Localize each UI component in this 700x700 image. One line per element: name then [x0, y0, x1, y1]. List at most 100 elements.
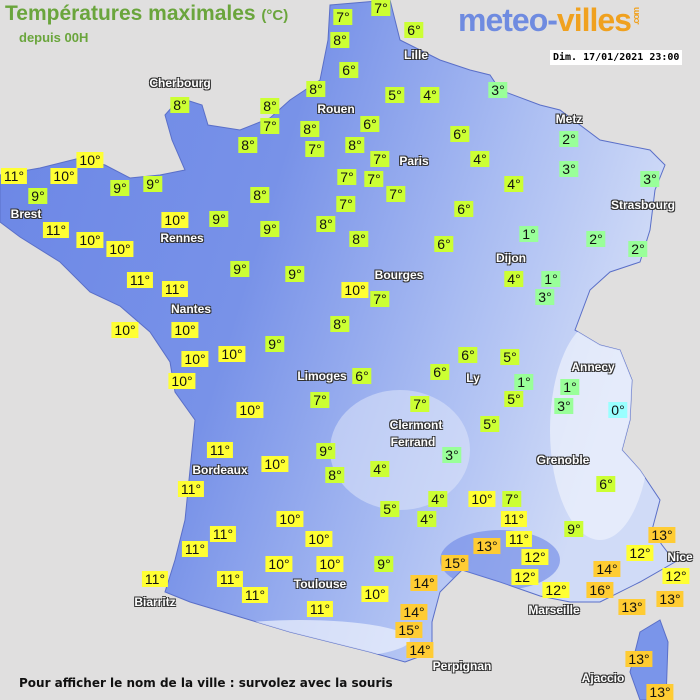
temperature-marker[interactable]: 4° [504, 271, 524, 287]
temperature-marker[interactable]: 7° [370, 151, 390, 167]
temperature-marker[interactable]: 3° [554, 398, 574, 414]
temperature-marker[interactable]: 3° [640, 171, 660, 187]
temperature-marker[interactable]: 8° [306, 81, 326, 97]
temperature-marker[interactable]: 10° [218, 346, 246, 362]
temperature-marker[interactable]: 14° [400, 604, 428, 620]
temperature-marker[interactable]: 3° [442, 447, 462, 463]
temperature-marker[interactable]: 8° [238, 137, 258, 153]
temperature-marker[interactable]: 12° [662, 568, 690, 584]
temperature-marker[interactable]: 11° [216, 571, 244, 587]
temperature-marker[interactable]: 2° [586, 231, 606, 247]
temperature-marker[interactable]: 10° [161, 212, 189, 228]
temperature-marker[interactable]: 1° [560, 379, 580, 395]
temperature-marker[interactable]: 10° [276, 511, 304, 527]
temperature-marker[interactable]: 8° [349, 231, 369, 247]
temperature-marker[interactable]: 12° [521, 549, 549, 565]
temperature-marker[interactable]: 10° [106, 241, 134, 257]
temperature-marker[interactable]: 8° [170, 97, 190, 113]
temperature-marker[interactable]: 9° [260, 221, 280, 237]
temperature-marker[interactable]: 2° [628, 241, 648, 257]
temperature-marker[interactable]: 10° [316, 556, 344, 572]
temperature-marker[interactable]: 7° [260, 118, 280, 134]
temperature-marker[interactable]: 14° [410, 575, 438, 591]
temperature-marker[interactable]: 11° [161, 281, 189, 297]
temperature-marker[interactable]: 1° [514, 374, 534, 390]
temperature-marker[interactable]: 11° [141, 571, 169, 587]
temperature-marker[interactable]: 13° [473, 538, 501, 554]
temperature-marker[interactable]: 10° [76, 232, 104, 248]
temperature-marker[interactable]: 10° [341, 282, 369, 298]
temperature-marker[interactable]: 10° [171, 322, 199, 338]
temperature-marker[interactable]: 11° [126, 272, 154, 288]
temperature-marker[interactable]: 7° [337, 169, 357, 185]
temperature-marker[interactable]: 11° [241, 587, 269, 603]
temperature-marker[interactable]: 11° [306, 601, 334, 617]
temperature-marker[interactable]: 6° [352, 368, 372, 384]
temperature-marker[interactable]: 8° [250, 187, 270, 203]
temperature-marker[interactable]: 5° [480, 416, 500, 432]
temperature-marker[interactable]: 6° [458, 347, 478, 363]
temperature-marker[interactable]: 16° [586, 582, 614, 598]
temperature-marker[interactable]: 3° [488, 82, 508, 98]
temperature-marker[interactable]: 6° [596, 476, 616, 492]
temperature-marker[interactable]: 13° [618, 599, 646, 615]
temperature-marker[interactable]: 11° [500, 511, 528, 527]
temperature-marker[interactable]: 11° [42, 222, 70, 238]
temperature-marker[interactable]: 13° [625, 651, 653, 667]
temperature-marker[interactable]: 5° [500, 349, 520, 365]
temperature-marker[interactable]: 4° [370, 461, 390, 477]
temperature-marker[interactable]: 13° [656, 591, 684, 607]
temperature-marker[interactable]: 10° [111, 322, 139, 338]
temperature-marker[interactable]: 15° [395, 622, 423, 638]
temperature-marker[interactable]: 10° [305, 531, 333, 547]
temperature-marker[interactable]: 6° [450, 126, 470, 142]
temperature-marker[interactable]: 5° [380, 501, 400, 517]
temperature-marker[interactable]: 8° [316, 216, 336, 232]
temperature-marker[interactable]: 13° [648, 527, 676, 543]
temperature-marker[interactable]: 10° [265, 556, 293, 572]
temperature-marker[interactable]: 7° [371, 0, 391, 16]
temperature-marker[interactable]: 2° [559, 131, 579, 147]
temperature-marker[interactable]: 11° [0, 168, 28, 184]
logo[interactable]: meteo-villes.com [458, 2, 641, 38]
temperature-marker[interactable]: 11° [177, 481, 205, 497]
temperature-marker[interactable]: 7° [310, 392, 330, 408]
temperature-marker[interactable]: 9° [374, 556, 394, 572]
temperature-marker[interactable]: 9° [316, 443, 336, 459]
temperature-marker[interactable]: 15° [441, 555, 469, 571]
temperature-marker[interactable]: 8° [330, 32, 350, 48]
temperature-marker[interactable]: 1° [541, 271, 561, 287]
temperature-marker[interactable]: 8° [345, 137, 365, 153]
temperature-marker[interactable]: 7° [336, 196, 356, 212]
temperature-marker[interactable]: 5° [385, 87, 405, 103]
temperature-marker[interactable]: 7° [364, 171, 384, 187]
temperature-marker[interactable]: 4° [504, 176, 524, 192]
temperature-marker[interactable]: 6° [430, 364, 450, 380]
temperature-marker[interactable]: 12° [626, 545, 654, 561]
temperature-marker[interactable]: 6° [434, 236, 454, 252]
temperature-marker[interactable]: 14° [406, 642, 434, 658]
temperature-marker[interactable]: 3° [559, 161, 579, 177]
temperature-marker[interactable]: 13° [646, 684, 674, 700]
temperature-marker[interactable]: 10° [361, 586, 389, 602]
temperature-marker[interactable]: 9° [28, 188, 48, 204]
temperature-marker[interactable]: 9° [143, 176, 163, 192]
temperature-marker[interactable]: 9° [110, 180, 130, 196]
temperature-marker[interactable]: 12° [511, 569, 539, 585]
temperature-marker[interactable]: 3° [535, 289, 555, 305]
temperature-marker[interactable]: 4° [420, 87, 440, 103]
temperature-marker[interactable]: 8° [330, 316, 350, 332]
temperature-marker[interactable]: 10° [168, 373, 196, 389]
temperature-marker[interactable]: 7° [502, 491, 522, 507]
temperature-marker[interactable]: 0° [608, 402, 628, 418]
temperature-marker[interactable]: 14° [593, 561, 621, 577]
temperature-marker[interactable]: 7° [410, 396, 430, 412]
temperature-marker[interactable]: 10° [50, 168, 78, 184]
temperature-marker[interactable]: 4° [428, 491, 448, 507]
temperature-marker[interactable]: 4° [417, 511, 437, 527]
temperature-marker[interactable]: 7° [305, 141, 325, 157]
temperature-marker[interactable]: 7° [386, 186, 406, 202]
temperature-marker[interactable]: 9° [285, 266, 305, 282]
temperature-marker[interactable]: 11° [206, 442, 234, 458]
temperature-marker[interactable]: 11° [505, 531, 533, 547]
